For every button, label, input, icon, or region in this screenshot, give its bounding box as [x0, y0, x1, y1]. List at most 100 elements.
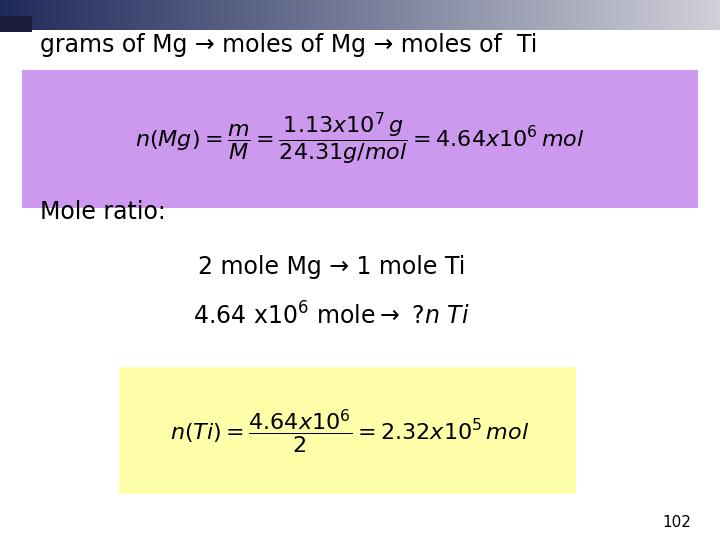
- Bar: [257, 0, 260, 30]
- Bar: [394, 0, 397, 30]
- Bar: [103, 0, 107, 30]
- Bar: [456, 0, 459, 30]
- Bar: [2, 0, 6, 30]
- Bar: [425, 0, 428, 30]
- Bar: [691, 0, 694, 30]
- Bar: [7, 0, 10, 30]
- Bar: [122, 0, 125, 30]
- Bar: [490, 0, 492, 30]
- Bar: [336, 0, 339, 30]
- Bar: [99, 0, 102, 30]
- Bar: [209, 0, 212, 30]
- Bar: [634, 0, 636, 30]
- Text: 102: 102: [662, 515, 691, 530]
- Bar: [588, 0, 591, 30]
- Bar: [156, 0, 159, 30]
- Bar: [434, 0, 438, 30]
- Bar: [643, 0, 647, 30]
- Bar: [513, 0, 517, 30]
- Bar: [624, 0, 627, 30]
- Bar: [684, 0, 687, 30]
- Bar: [146, 0, 150, 30]
- Bar: [178, 0, 181, 30]
- Bar: [50, 0, 53, 30]
- Bar: [686, 0, 690, 30]
- Bar: [5, 0, 8, 30]
- Bar: [27, 0, 30, 30]
- Bar: [324, 0, 327, 30]
- Bar: [312, 0, 315, 30]
- Bar: [552, 0, 555, 30]
- Bar: [207, 0, 210, 30]
- Bar: [228, 0, 231, 30]
- Bar: [22, 70, 698, 208]
- Bar: [144, 0, 147, 30]
- Bar: [0, 16, 32, 32]
- Bar: [63, 0, 66, 30]
- Bar: [259, 0, 262, 30]
- Bar: [180, 0, 183, 30]
- Bar: [509, 0, 512, 30]
- Bar: [110, 0, 114, 30]
- Bar: [499, 0, 503, 30]
- Bar: [391, 0, 395, 30]
- Bar: [667, 0, 670, 30]
- Bar: [197, 0, 200, 30]
- Bar: [516, 0, 519, 30]
- Bar: [408, 0, 411, 30]
- Bar: [245, 0, 248, 30]
- Bar: [269, 0, 272, 30]
- Bar: [653, 0, 656, 30]
- Bar: [254, 0, 258, 30]
- Bar: [629, 0, 632, 30]
- Bar: [142, 0, 145, 30]
- Bar: [84, 0, 87, 30]
- Bar: [240, 0, 243, 30]
- Bar: [307, 0, 310, 30]
- Bar: [444, 0, 447, 30]
- Bar: [641, 0, 644, 30]
- Bar: [266, 0, 269, 30]
- Bar: [698, 0, 701, 30]
- Bar: [297, 0, 301, 30]
- Bar: [437, 0, 440, 30]
- Bar: [274, 0, 276, 30]
- Bar: [171, 0, 174, 30]
- Bar: [677, 0, 680, 30]
- Bar: [396, 0, 399, 30]
- Bar: [446, 0, 449, 30]
- Bar: [706, 0, 708, 30]
- Bar: [463, 0, 467, 30]
- Bar: [718, 0, 720, 30]
- Bar: [430, 0, 433, 30]
- Bar: [360, 0, 363, 30]
- Bar: [679, 0, 683, 30]
- Bar: [603, 0, 606, 30]
- Bar: [353, 0, 356, 30]
- Bar: [495, 0, 498, 30]
- Bar: [574, 0, 577, 30]
- Bar: [12, 0, 15, 30]
- Bar: [605, 0, 608, 30]
- Bar: [423, 0, 426, 30]
- Bar: [410, 0, 413, 30]
- Bar: [286, 0, 289, 30]
- Bar: [542, 0, 546, 30]
- Bar: [101, 0, 104, 30]
- Bar: [276, 0, 279, 30]
- Bar: [569, 0, 572, 30]
- Bar: [585, 0, 589, 30]
- Bar: [310, 0, 312, 30]
- Bar: [187, 0, 190, 30]
- Text: $\mathit{n}(\mathit{Mg}) = \dfrac{\mathit{m}}{\mathit{M}} = \dfrac{1.13x10^{7}\,: $\mathit{n}(\mathit{Mg}) = \dfrac{\mathi…: [135, 111, 585, 167]
- Bar: [175, 0, 179, 30]
- Bar: [711, 0, 714, 30]
- Bar: [355, 0, 359, 30]
- Bar: [619, 0, 622, 30]
- Bar: [631, 0, 634, 30]
- Bar: [576, 0, 579, 30]
- Bar: [614, 0, 618, 30]
- Text: Mole ratio:: Mole ratio:: [40, 200, 166, 224]
- Bar: [127, 0, 130, 30]
- Bar: [595, 0, 598, 30]
